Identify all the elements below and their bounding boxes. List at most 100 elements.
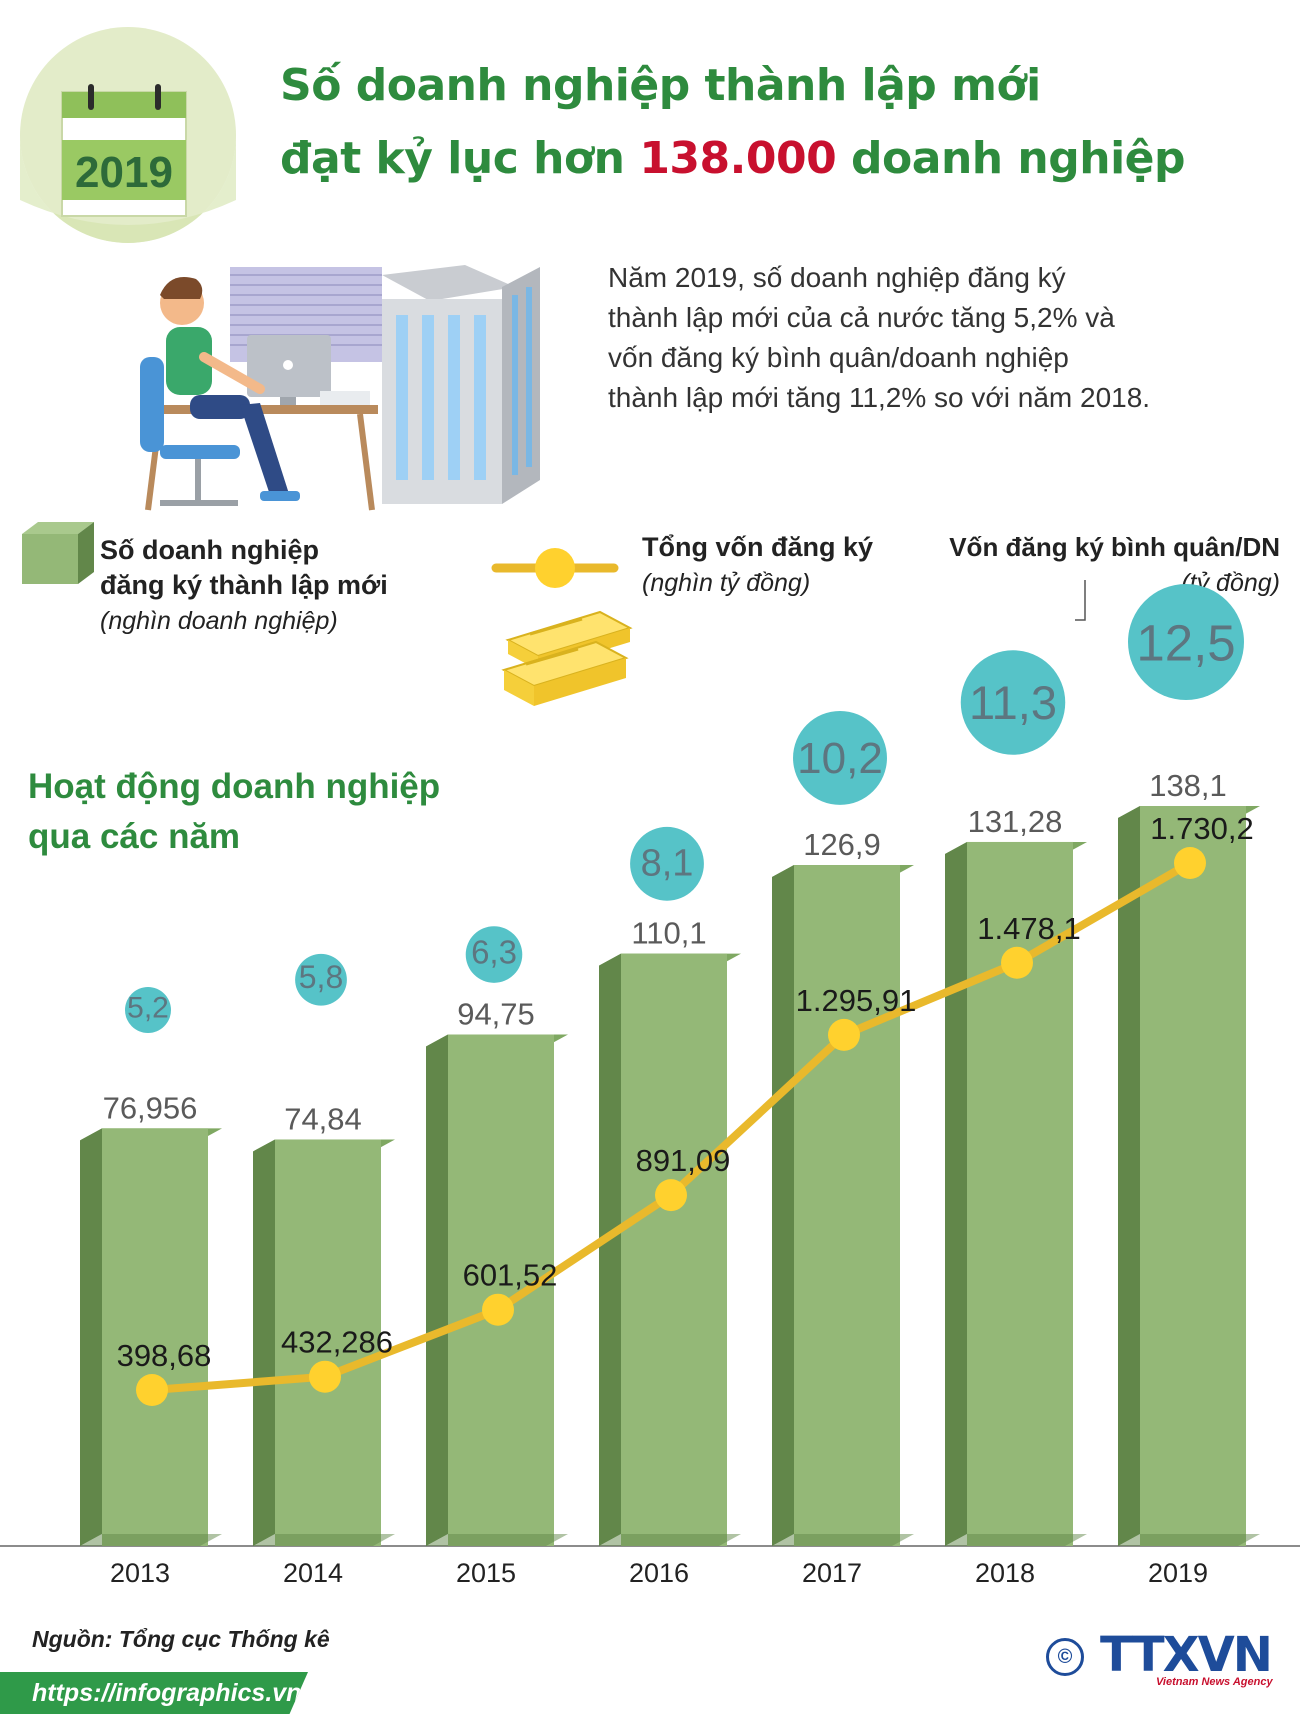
office-worker-illustration bbox=[140, 265, 540, 511]
bar-value-label: 131,28 bbox=[968, 804, 1063, 839]
legend-line-unit: (nghìn tỷ đồng) bbox=[642, 569, 811, 597]
title-line2-post: doanh nghiệp bbox=[836, 133, 1185, 184]
section-title: Hoạt động doanh nghiệp qua các năm bbox=[28, 762, 440, 862]
bar-side bbox=[253, 1139, 275, 1546]
intro-line: thành lập mới tăng 11,2% so với năm 2018… bbox=[608, 382, 1151, 413]
line-value-label: 601,52 bbox=[463, 1258, 558, 1293]
money-stack-icon bbox=[501, 610, 633, 706]
bar-side bbox=[945, 841, 967, 1546]
bubble-2015 bbox=[465, 926, 523, 983]
legend-bar-swatch bbox=[22, 522, 94, 584]
bar-side bbox=[80, 1128, 102, 1546]
bubble-2018 bbox=[960, 650, 1066, 755]
legend-line: Tổng vốn đăng ký (nghìn tỷ đồng) bbox=[642, 532, 873, 598]
bubble-value-label: 6,3 bbox=[471, 934, 517, 971]
section-title-line1: Hoạt động doanh nghiệp bbox=[28, 767, 441, 806]
bubble-value-label: 5,2 bbox=[127, 991, 169, 1024]
line-value-label: 1.478,1 bbox=[977, 911, 1080, 946]
bar-2013 bbox=[80, 1128, 222, 1546]
intro-paragraph: Năm 2019, số doanh nghiệp đăng ký thành … bbox=[608, 258, 1248, 418]
intro-line: vốn đăng ký bình quân/doanh nghiệp bbox=[608, 342, 1069, 373]
bar-front bbox=[275, 1139, 381, 1546]
x-tick-label: 2016 bbox=[629, 1558, 689, 1588]
x-tick-label: 2013 bbox=[110, 1558, 170, 1588]
bar-base bbox=[599, 1534, 741, 1546]
x-tick-label: 2014 bbox=[283, 1558, 343, 1588]
bar-base bbox=[426, 1534, 568, 1546]
bar-base bbox=[772, 1534, 914, 1546]
bubble-value-label: 8,1 bbox=[641, 843, 694, 885]
bubble-2014 bbox=[295, 953, 347, 1006]
bar-2017 bbox=[772, 865, 914, 1546]
line-point-2015 bbox=[482, 1293, 514, 1326]
legend-line-label: Tổng vốn đăng ký bbox=[642, 532, 874, 562]
bar-side bbox=[426, 1034, 448, 1546]
bar-value-label: 110,1 bbox=[631, 916, 706, 951]
bubble-2017 bbox=[793, 710, 887, 805]
bar-side bbox=[772, 865, 794, 1546]
bar-side bbox=[1118, 806, 1140, 1546]
intro-line: thành lập mới của cả nước tăng 5,2% và bbox=[608, 302, 1115, 333]
bar-value-label: 74,84 bbox=[284, 1101, 362, 1136]
bubble-2013 bbox=[125, 987, 171, 1033]
line-point-2014 bbox=[309, 1360, 341, 1393]
bar-base bbox=[1118, 1534, 1260, 1546]
bar-side bbox=[599, 953, 621, 1546]
line-value-label: 398,68 bbox=[117, 1338, 212, 1373]
bar-base bbox=[80, 1534, 222, 1546]
section-title-line2: qua các năm bbox=[28, 817, 241, 856]
page-title-line1: Số doanh nghiệp thành lập mới bbox=[280, 60, 1041, 111]
legend-line-symbol bbox=[491, 548, 633, 706]
bar-value-label: 76,956 bbox=[103, 1090, 198, 1125]
line-point-2019 bbox=[1174, 847, 1206, 879]
legend-bubble-label: Vốn đăng ký bình quân/DN bbox=[949, 532, 1280, 562]
x-tick-label: 2019 bbox=[1148, 1558, 1208, 1588]
bar-front bbox=[448, 1034, 554, 1546]
bubble-value-label: 11,3 bbox=[969, 676, 1057, 729]
x-tick-label: 2018 bbox=[975, 1558, 1035, 1588]
website-link[interactable]: https://infographics.vn bbox=[0, 1672, 308, 1714]
line-value-label: 1.295,91 bbox=[796, 983, 917, 1018]
legend-bars: Số doanh nghiệp đăng ký thành lập mới (n… bbox=[100, 535, 388, 636]
legend-bars-label-2: đăng ký thành lập mới bbox=[100, 570, 388, 600]
intro-line: Năm 2019, số doanh nghiệp đăng ký bbox=[608, 262, 1066, 293]
line-point-2016 bbox=[655, 1179, 687, 1212]
bar-2019 bbox=[1118, 806, 1260, 1546]
bubble-value-label: 10,2 bbox=[797, 734, 883, 783]
legend-bars-unit: (nghìn doanh nghiệp) bbox=[100, 607, 338, 635]
title-line2-pre: đạt kỷ lục hơn bbox=[280, 133, 640, 184]
bar-front bbox=[1140, 806, 1246, 1546]
line-point-2018 bbox=[1001, 946, 1033, 979]
line-value-label: 1.730,2 bbox=[1150, 811, 1253, 846]
legend-bars-label-1: Số doanh nghiệp bbox=[100, 535, 319, 565]
bubble-legend-pointer bbox=[1075, 580, 1086, 621]
source-note: Nguồn: Tổng cục Thống kê bbox=[32, 1626, 330, 1652]
bar-front bbox=[794, 865, 900, 1546]
bar-base bbox=[253, 1534, 395, 1546]
bar-2015 bbox=[426, 1034, 568, 1546]
bar-2016 bbox=[599, 953, 741, 1546]
calendar-year: 2019 bbox=[75, 148, 173, 197]
bar-front bbox=[621, 953, 727, 1546]
bubble-2019 bbox=[1128, 584, 1244, 700]
bar-value-label: 126,9 bbox=[803, 827, 881, 862]
page-title-line2: đạt kỷ lục hơn 138.000 doanh nghiệp bbox=[280, 133, 1185, 184]
bar-front bbox=[102, 1128, 208, 1546]
line-point-2013 bbox=[136, 1374, 168, 1406]
line-value-label: 891,09 bbox=[636, 1143, 731, 1178]
bar-value-label: 138,1 bbox=[1149, 768, 1227, 803]
calendar-illustration: 2019 bbox=[20, 27, 236, 243]
title-highlight-number: 138.000 bbox=[639, 133, 837, 184]
bar-value-label: 94,75 bbox=[457, 997, 535, 1032]
copyright-icon: © bbox=[1046, 1638, 1084, 1676]
logo-text: TTXVN bbox=[1100, 1627, 1273, 1683]
bar-2014 bbox=[253, 1139, 395, 1546]
x-tick-label: 2017 bbox=[802, 1558, 862, 1588]
line-value-label: 432,286 bbox=[281, 1325, 393, 1360]
logo-subtext: Vietnam News Agency bbox=[1156, 1676, 1273, 1688]
bubble-2016 bbox=[630, 826, 704, 901]
bubble-value-label: 12,5 bbox=[1136, 615, 1235, 672]
bar-base bbox=[945, 1534, 1087, 1546]
line-point-2017 bbox=[828, 1018, 860, 1051]
